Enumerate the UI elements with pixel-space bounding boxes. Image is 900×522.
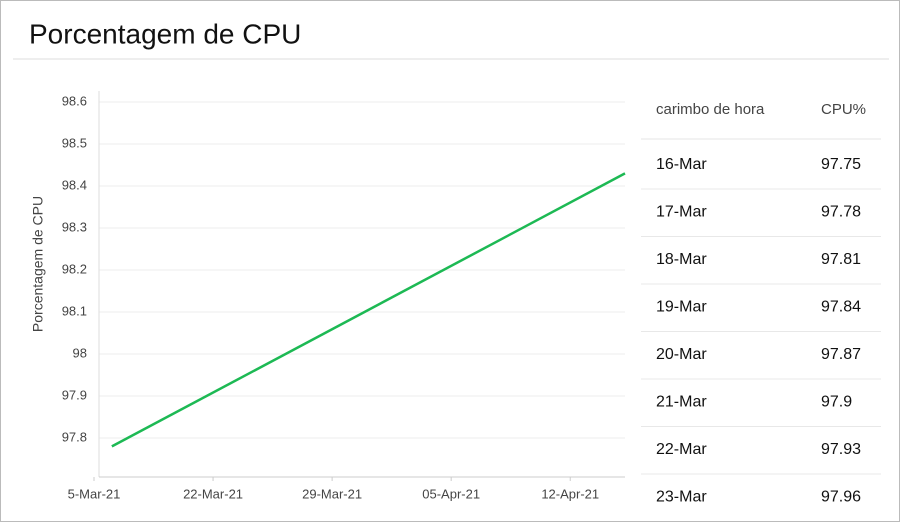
y-tick-label: 98.3: [62, 219, 87, 234]
table-cell: 97.78: [821, 204, 861, 221]
y-tick-label: 97.8: [62, 429, 87, 444]
table-cell: 97.75: [821, 156, 861, 173]
x-tick-label: 5-Mar-21: [68, 486, 121, 501]
y-tick-label: 98.5: [62, 135, 87, 150]
table-cell: 97.9: [821, 394, 852, 411]
table-cell: 97.81: [821, 251, 861, 268]
y-tick-label: 98.1: [62, 303, 87, 318]
table-header: carimbo de hora: [656, 101, 765, 118]
y-axis-label: Porcentagem de CPU: [30, 196, 46, 332]
table-cell: 97.93: [821, 441, 861, 458]
y-tick-label: 98.2: [62, 261, 87, 276]
table-cell: 97.96: [821, 489, 861, 506]
table-cell: 20-Mar: [656, 346, 707, 363]
table-cell: 16-Mar: [656, 156, 707, 173]
line: [111, 172, 626, 448]
table-cell: 22-Mar: [656, 441, 707, 458]
y-tick-label: 98.4: [62, 177, 87, 192]
table-cell: 18-Mar: [656, 251, 707, 268]
table-cell: 23-Mar: [656, 489, 707, 506]
table-header: CPU%: [821, 101, 866, 118]
x-tick-label: 12-Apr-21: [541, 486, 599, 501]
x-tick-label: 22-Mar-21: [183, 486, 243, 501]
table-cell: 21-Mar: [656, 394, 707, 411]
table-cell: 17-Mar: [656, 204, 707, 221]
table-cell: 19-Mar: [656, 299, 707, 316]
x-tick-label: 29-Mar-21: [302, 486, 362, 501]
y-tick-label: 98.6: [62, 93, 87, 108]
y-tick-label: 97.9: [62, 387, 87, 402]
table-cell: 97.84: [821, 299, 861, 316]
y-tick-label: 98: [73, 345, 87, 360]
title: Porcentagem de CPU: [29, 18, 301, 49]
x-tick-label: 05-Apr-21: [422, 486, 480, 501]
table-cell: 97.87: [821, 346, 861, 363]
